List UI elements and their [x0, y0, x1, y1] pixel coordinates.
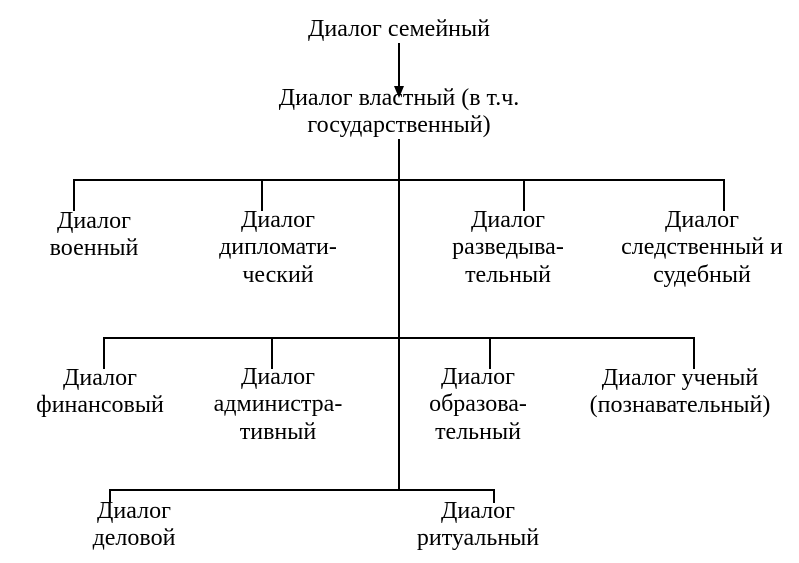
node-r2c3: Диалог образова- тельный [398, 364, 558, 447]
node-r3c1: Диалог деловой [54, 498, 214, 553]
node-r2c2: Диалог администра- тивный [188, 364, 368, 447]
node-r3c2: Диалог ритуальный [388, 498, 568, 553]
node-r2c1: Диалог финансовый [10, 365, 190, 420]
node-r1c4: Диалог следственный и судебный [602, 207, 799, 290]
node-r1c1: Диалог военный [19, 208, 169, 263]
node-r1c2: Диалог дипломати- ческий [188, 207, 368, 290]
node-r2c4: Диалог ученый (познавательный) [560, 365, 799, 420]
node-vlast: Диалог властный (в т.ч. государственный) [239, 85, 559, 140]
node-root: Диалог семейный [269, 16, 529, 44]
node-r1c3: Диалог разведыва- тельный [418, 207, 598, 290]
